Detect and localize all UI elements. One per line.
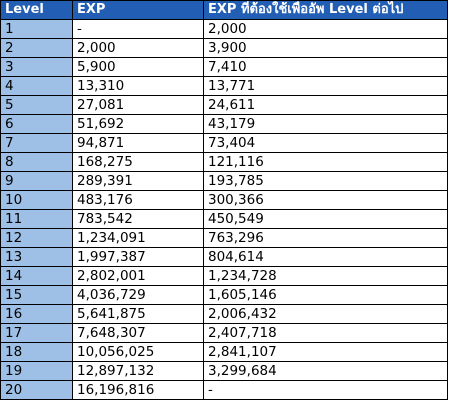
exp-cell: 16,196,816	[72, 380, 204, 400]
table-row: 2 2,000 3,900	[0, 38, 448, 58]
exp-to-next-cell: 193,785	[203, 171, 448, 191]
table-row: 15 4,036,729 1,605,146	[0, 285, 448, 305]
table-row: 13 1,997,387 804,614	[0, 247, 448, 267]
exp-cell: 10,056,025	[72, 342, 204, 362]
exp-to-next-cell: 2,841,107	[203, 342, 448, 362]
exp-to-next-cell: 300,366	[203, 190, 448, 210]
exp-to-next-cell: 2,407,718	[203, 323, 448, 343]
table-row: 4 13,310 13,771	[0, 76, 448, 96]
level-cell: 13	[0, 247, 73, 267]
table-row: 7 94,871 73,404	[0, 133, 448, 153]
level-cell: 6	[0, 114, 73, 134]
table-row: 14 2,802,001 1,234,728	[0, 266, 448, 286]
exp-cell: 13,310	[72, 76, 204, 96]
table-row: 10 483,176 300,366	[0, 190, 448, 210]
exp-cell: 289,391	[72, 171, 204, 191]
exp-cell: 7,648,307	[72, 323, 204, 343]
exp-to-next-cell: 2,006,432	[203, 304, 448, 324]
table-row: 6 51,692 43,179	[0, 114, 448, 134]
level-cell: 11	[0, 209, 73, 229]
table-row: 17 7,648,307 2,407,718	[0, 323, 448, 343]
table-row: 9 289,391 193,785	[0, 171, 448, 191]
header-row: Level EXP EXP ที่ต้องใช้เพื่ออัพ Level ต…	[0, 0, 448, 20]
exp-cell: 2,802,001	[72, 266, 204, 286]
exp-to-next-cell: 1,605,146	[203, 285, 448, 305]
exp-cell: 1,997,387	[72, 247, 204, 267]
exp-cell: 168,275	[72, 152, 204, 172]
exp-to-next-cell: -	[203, 380, 448, 400]
table-row: 8 168,275 121,116	[0, 152, 448, 172]
table-row: 19 12,897,132 3,299,684	[0, 361, 448, 381]
exp-to-next-cell: 43,179	[203, 114, 448, 134]
header-level: Level	[0, 0, 73, 20]
exp-to-next-cell: 121,116	[203, 152, 448, 172]
exp-cell: -	[72, 19, 204, 39]
exp-to-next-cell: 24,611	[203, 95, 448, 115]
level-cell: 12	[0, 228, 73, 248]
table-row: 18 10,056,025 2,841,107	[0, 342, 448, 362]
exp-to-next-cell: 73,404	[203, 133, 448, 153]
table-body: 1-2,000 2 2,000 3,900 3 5,900 7,410 4 13,310 13,7…	[0, 19, 448, 400]
exp-to-next-cell: 763,296	[203, 228, 448, 248]
exp-cell: 4,036,729	[72, 285, 204, 305]
exp-cell: 783,542	[72, 209, 204, 229]
exp-cell: 51,692	[72, 114, 204, 134]
level-cell: 17	[0, 323, 73, 343]
table-row: 20 16,196,816-	[0, 380, 448, 400]
level-cell: 20	[0, 380, 73, 400]
level-cell: 4	[0, 76, 73, 96]
exp-to-next-cell: 2,000	[203, 19, 448, 39]
level-cell: 1	[0, 19, 73, 39]
level-cell: 16	[0, 304, 73, 324]
level-cell: 9	[0, 171, 73, 191]
exp-cell: 12,897,132	[72, 361, 204, 381]
exp-cell: 483,176	[72, 190, 204, 210]
exp-to-next-cell: 3,299,684	[203, 361, 448, 381]
exp-to-next-cell: 804,614	[203, 247, 448, 267]
exp-cell: 5,900	[72, 57, 204, 77]
table-row: 1-2,000	[0, 19, 448, 39]
header-exp-to-next-level: EXP ที่ต้องใช้เพื่ออัพ Level ต่อไป	[203, 0, 448, 20]
table-row: 16 5,641,875 2,006,432	[0, 304, 448, 324]
table-row: 3 5,900 7,410	[0, 57, 448, 77]
exp-cell: 1,234,091	[72, 228, 204, 248]
exp-cell: 94,871	[72, 133, 204, 153]
level-cell: 8	[0, 152, 73, 172]
exp-to-next-cell: 1,234,728	[203, 266, 448, 286]
level-cell: 3	[0, 57, 73, 77]
exp-to-next-cell: 450,549	[203, 209, 448, 229]
header-exp: EXP	[72, 0, 204, 20]
exp-to-next-cell: 7,410	[203, 57, 448, 77]
exp-cell: 2,000	[72, 38, 204, 58]
level-cell: 2	[0, 38, 73, 58]
exp-cell: 5,641,875	[72, 304, 204, 324]
level-cell: 10	[0, 190, 73, 210]
exp-cell: 27,081	[72, 95, 204, 115]
exp-to-next-cell: 3,900	[203, 38, 448, 58]
level-cell: 5	[0, 95, 73, 115]
table-row: 5 27,081 24,611	[0, 95, 448, 115]
level-cell: 14	[0, 266, 73, 286]
level-cell: 7	[0, 133, 73, 153]
level-cell: 19	[0, 361, 73, 381]
level-cell: 15	[0, 285, 73, 305]
exp-to-next-cell: 13,771	[203, 76, 448, 96]
level-cell: 18	[0, 342, 73, 362]
table-row: 12 1,234,091 763,296	[0, 228, 448, 248]
table-row: 11 783,542 450,549	[0, 209, 448, 229]
